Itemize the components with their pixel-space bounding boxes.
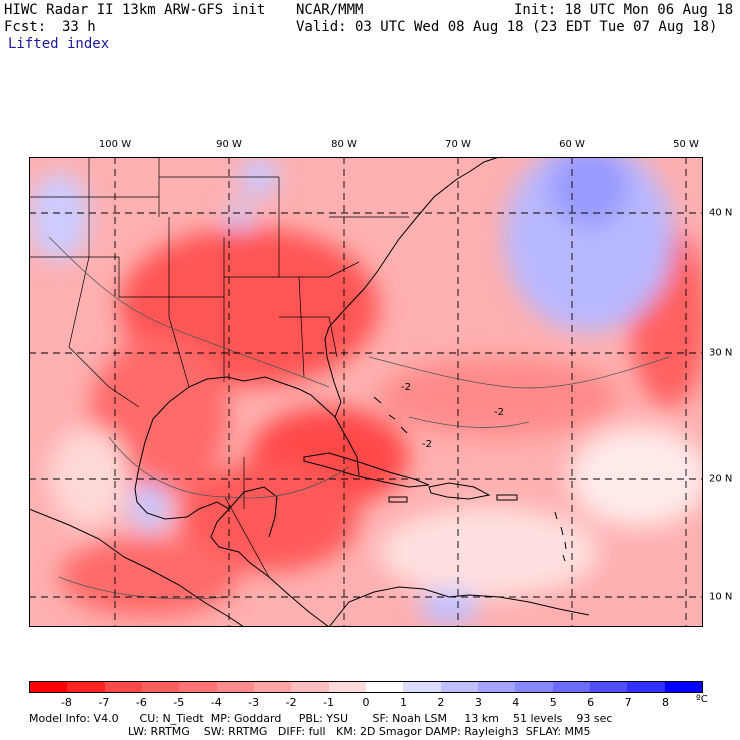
colorbar-swatch — [291, 682, 329, 692]
map-frame — [29, 157, 703, 627]
colorbar-swatch — [30, 682, 68, 692]
contour-label: -2 — [494, 407, 504, 418]
colorbar-tick-label: 6 — [587, 696, 595, 709]
lat-label-30n: 30 N — [709, 347, 733, 359]
field-shading — [29, 157, 703, 625]
colorbar-swatch — [216, 682, 254, 692]
model-info-line2: LW: RRTMG SW: RRTMG DIFF: full KM: 2D Sm… — [128, 725, 591, 738]
colorbar-tick-label: -6 — [135, 696, 147, 709]
init-time: Init: 18 UTC Mon 06 Aug 18 — [514, 2, 734, 18]
colorbar-tick-label: -2 — [285, 696, 297, 709]
model-info-line1: Model Info: V4.0 CU: N_Tiedt MP: Goddard… — [29, 712, 613, 725]
colorbar-swatch — [403, 682, 441, 692]
colorbar-swatch — [365, 682, 404, 692]
colorbar-swatch — [664, 682, 702, 692]
organization-label: NCAR/MMM — [296, 2, 364, 18]
lon-label-100w: 100 W — [98, 139, 132, 150]
colorbar-tick-label: -5 — [173, 696, 185, 709]
colorbar-swatch — [589, 682, 628, 692]
contour-label: -2 — [422, 439, 432, 450]
colorbar-swatch — [552, 682, 590, 692]
colorbar-tick-label: 2 — [437, 696, 445, 709]
colorbar-tick-label: -3 — [248, 696, 260, 709]
colorbar-unit: ºC — [696, 694, 708, 705]
lon-label-70w: 70 W — [445, 139, 471, 150]
lon-label-80w: 80 W — [331, 139, 357, 150]
colorbar-swatch — [104, 682, 142, 692]
latlon-grid — [29, 157, 703, 627]
field-name: Lifted index — [8, 36, 110, 52]
colorbar-tick-label: -8 — [60, 696, 72, 709]
colorbar-tick-label: 4 — [512, 696, 520, 709]
political-borders — [29, 157, 409, 578]
lat-label-20n: 20 N — [709, 473, 733, 485]
lon-label-90w: 90 W — [216, 139, 242, 150]
lat-label-40n: 40 N — [709, 207, 733, 219]
lon-label-60w: 60 W — [559, 139, 585, 150]
colorbar-tick-label: -4 — [210, 696, 222, 709]
colorbar — [29, 681, 703, 693]
lifted-index-map: -2 -2 -2 — [29, 157, 703, 627]
colorbar-tick-label: 0 — [362, 696, 370, 709]
colorbar-tick-label: 3 — [474, 696, 482, 709]
colorbar-swatch — [440, 682, 478, 692]
lat-label-10n: 10 N — [709, 591, 733, 603]
colorbar-swatch — [141, 682, 180, 692]
colorbar-tick-label: -1 — [323, 696, 335, 709]
colorbar-swatch — [477, 682, 516, 692]
colorbar-tick-label: 1 — [399, 696, 407, 709]
colorbar-tick-label: 5 — [549, 696, 557, 709]
colorbar-swatch — [627, 682, 665, 692]
lon-label-50w: 50 W — [673, 139, 699, 150]
colorbar-tick-label: -7 — [98, 696, 110, 709]
coastlines — [29, 157, 590, 627]
colorbar-swatch — [67, 682, 105, 692]
contour-label: -2 — [401, 382, 411, 393]
forecast-label: Fcst: — [4, 19, 47, 35]
colorbar-tick-label: 7 — [624, 696, 632, 709]
colorbar-swatch — [253, 682, 292, 692]
valid-time: Valid: 03 UTC Wed 08 Aug 18 (23 EDT Tue … — [296, 19, 718, 35]
colorbar-swatch — [515, 682, 553, 692]
colorbar-swatch — [179, 682, 217, 692]
model-title: HIWC Radar II 13km ARW-GFS init — [4, 2, 266, 18]
colorbar-tick-label: 8 — [662, 696, 670, 709]
colorbar-swatch — [328, 682, 366, 692]
forecast-hour: 33 h — [62, 19, 96, 35]
